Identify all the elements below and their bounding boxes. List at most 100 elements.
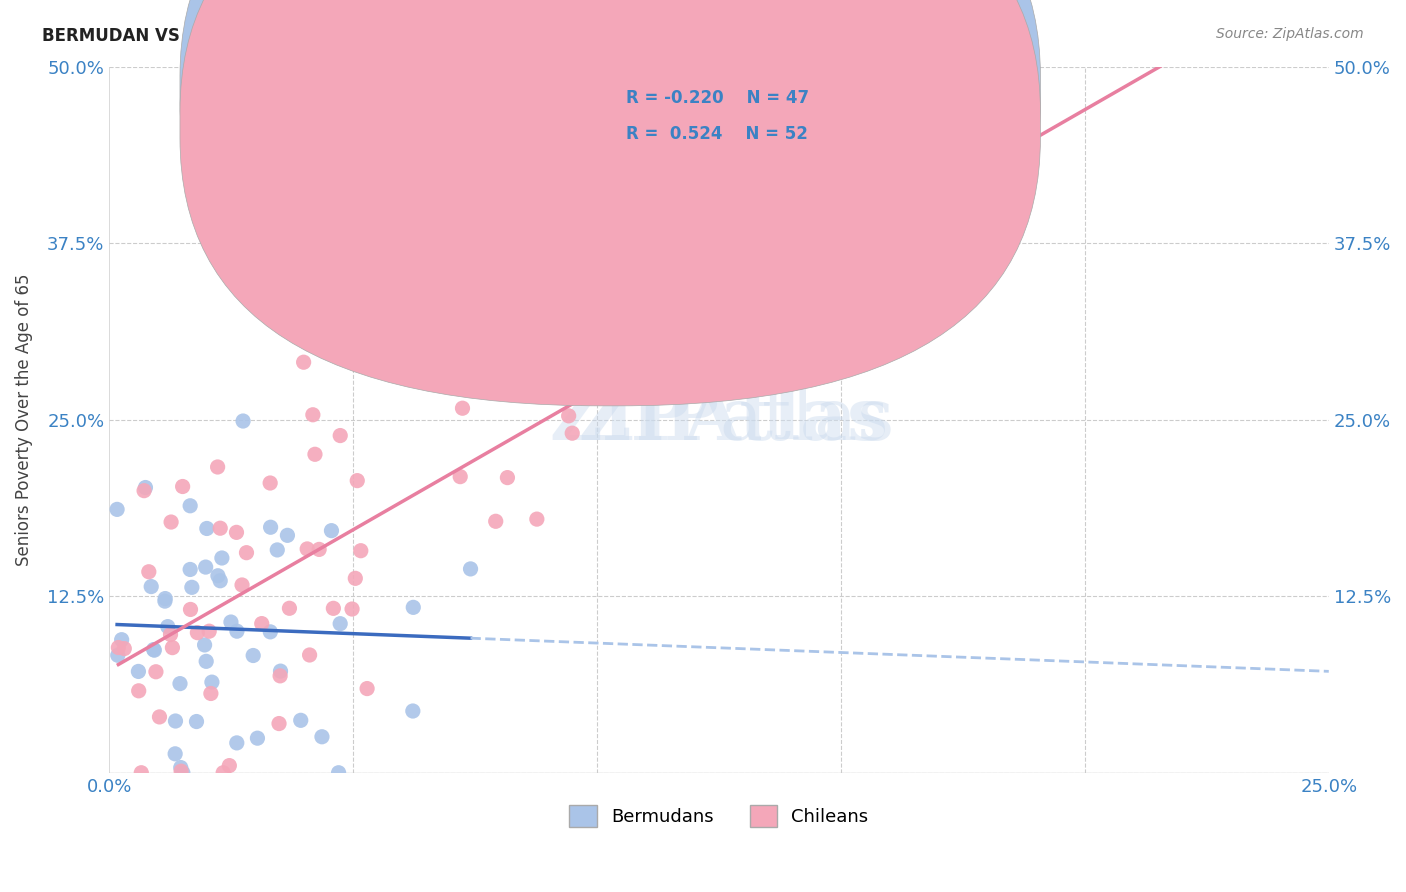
Point xyxy=(329,616,352,631)
Point xyxy=(496,470,519,484)
Point xyxy=(170,764,193,779)
Point xyxy=(276,528,298,542)
Point xyxy=(145,665,167,679)
Point xyxy=(308,542,330,557)
Point xyxy=(211,551,233,566)
Point xyxy=(329,428,352,442)
Point xyxy=(250,616,273,631)
Point xyxy=(172,765,194,780)
Point xyxy=(107,648,129,663)
Point xyxy=(201,675,224,690)
Point xyxy=(186,714,208,729)
Point xyxy=(444,345,467,359)
Point xyxy=(200,686,222,700)
Point xyxy=(278,601,301,615)
Text: R =  0.524    N = 52: R = 0.524 N = 52 xyxy=(626,125,807,143)
Point xyxy=(169,676,191,690)
Text: BERMUDAN VS CHILEAN SENIORS POVERTY OVER THE AGE OF 65 CORRELATION CHART: BERMUDAN VS CHILEAN SENIORS POVERTY OVER… xyxy=(42,27,855,45)
Point xyxy=(179,562,201,576)
Point xyxy=(328,765,350,780)
Point xyxy=(270,664,292,678)
Point xyxy=(295,541,318,556)
Point xyxy=(143,643,166,657)
Point xyxy=(105,502,128,516)
Point xyxy=(259,475,281,490)
Point xyxy=(269,669,291,683)
Point xyxy=(207,460,229,475)
Text: Source: ZipAtlas.com: Source: ZipAtlas.com xyxy=(1216,27,1364,41)
Point xyxy=(322,601,344,615)
Legend: Bermudans, Chileans: Bermudans, Chileans xyxy=(562,797,876,834)
Point xyxy=(194,560,217,574)
Point xyxy=(194,638,217,652)
Text: ZIPAtlas: ZIPAtlas xyxy=(550,384,889,455)
Point xyxy=(179,602,201,616)
Point xyxy=(356,681,378,696)
Point xyxy=(526,512,548,526)
Point xyxy=(557,409,579,423)
Point xyxy=(561,426,583,441)
Point xyxy=(346,474,368,488)
Point xyxy=(292,355,315,369)
Point xyxy=(460,562,482,576)
Point xyxy=(128,683,150,698)
Point xyxy=(344,571,367,585)
Point xyxy=(160,515,183,529)
Point xyxy=(127,665,149,679)
Point xyxy=(304,447,326,461)
Point xyxy=(132,483,155,498)
Point xyxy=(321,524,343,538)
Point xyxy=(138,565,160,579)
Point xyxy=(195,654,218,668)
Point xyxy=(129,765,152,780)
Point xyxy=(134,481,156,495)
Point xyxy=(112,641,135,656)
Point xyxy=(165,714,187,728)
Point xyxy=(159,627,181,641)
Point xyxy=(225,525,247,540)
Point xyxy=(162,640,184,655)
Point xyxy=(311,730,333,744)
Point xyxy=(952,172,974,186)
Point xyxy=(225,736,247,750)
Point xyxy=(209,521,232,535)
Point xyxy=(195,521,218,535)
Text: atlas: atlas xyxy=(718,384,894,455)
Point xyxy=(156,619,179,633)
Point xyxy=(111,632,134,647)
Text: ZIP: ZIP xyxy=(578,384,718,455)
Point xyxy=(141,580,163,594)
Point xyxy=(207,568,229,582)
Point xyxy=(402,704,425,718)
Point xyxy=(350,543,373,558)
Point xyxy=(298,648,321,662)
Point xyxy=(302,408,325,422)
Point xyxy=(451,401,474,416)
Point xyxy=(447,305,470,319)
Point xyxy=(259,624,281,639)
Point xyxy=(148,710,170,724)
Point xyxy=(218,758,240,772)
Point xyxy=(235,546,257,560)
Point xyxy=(212,765,235,780)
Point xyxy=(290,714,312,728)
Point xyxy=(219,615,242,629)
Point xyxy=(165,747,187,761)
Point xyxy=(246,731,269,746)
Point xyxy=(172,479,194,493)
Point xyxy=(340,602,363,616)
Point xyxy=(266,543,288,558)
Point xyxy=(153,594,176,608)
Point xyxy=(259,520,281,534)
Point xyxy=(402,600,425,615)
Point xyxy=(186,625,208,640)
Point xyxy=(231,578,253,592)
Point xyxy=(107,640,129,655)
Point xyxy=(226,624,249,639)
Point xyxy=(142,642,165,657)
Point xyxy=(232,414,254,428)
Point xyxy=(267,716,290,731)
Y-axis label: Seniors Poverty Over the Age of 65: Seniors Poverty Over the Age of 65 xyxy=(15,274,32,566)
Text: R = -0.220    N = 47: R = -0.220 N = 47 xyxy=(626,89,808,107)
Point xyxy=(170,761,193,775)
